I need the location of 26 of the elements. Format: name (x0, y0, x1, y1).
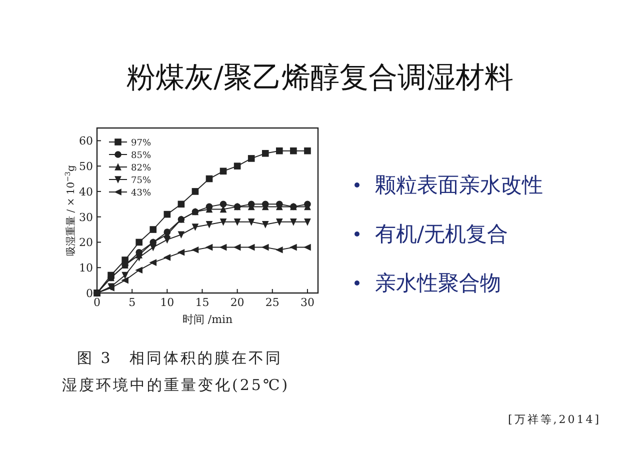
y-tick-label: 30 (79, 210, 93, 224)
x-tick-label: 5 (128, 296, 136, 309)
x-tick-label: 20 (230, 296, 244, 309)
y-tick-label: 50 (79, 160, 93, 174)
x-axis-title: 时间 /min (182, 313, 233, 326)
x-tick-label: 25 (265, 296, 280, 309)
text: 有机/无机复合 (375, 222, 508, 246)
text: 颗粒表面亲水改性 (375, 173, 543, 197)
text: 湿度环境中的重量变化(25℃) (62, 376, 290, 394)
y-tick-label: 40 (79, 185, 93, 198)
chart-title: 粉煤灰/聚乙烯醇复合调湿材料 (126, 60, 514, 94)
x-tick-label: 15 (195, 296, 210, 309)
y-tick-label: 20 (79, 236, 93, 250)
legend-label: 82% (131, 164, 152, 174)
y-tick-label: 10 (79, 262, 93, 275)
legend-label: 85% (131, 151, 152, 161)
text: 亲水性聚合物 (375, 271, 501, 295)
legend-label: 97% (131, 138, 152, 148)
y-tick-label: 0 (86, 287, 93, 300)
y-tick-label: 60 (79, 134, 93, 148)
legend-label: 75% (131, 176, 152, 186)
caption: 图 3 相同体积的膜在不同 (77, 349, 282, 367)
x-tick-label: 30 (300, 296, 314, 309)
text: [万祥等,2014] (508, 413, 602, 426)
legend-label: 43% (131, 188, 152, 198)
x-tick-label: 10 (160, 296, 174, 309)
